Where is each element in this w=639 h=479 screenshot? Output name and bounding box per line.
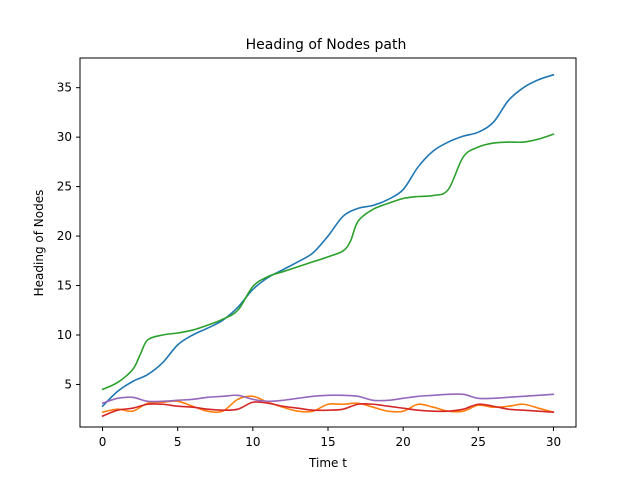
x-axis-ticks: 0 5 10 15 20 25 30 (99, 427, 561, 449)
y-tick-label: 20 (57, 229, 72, 243)
series-line-4 (101, 401, 555, 417)
chart-title: Heading of Nodes path (246, 37, 407, 53)
y-axis-label: Heading of Nodes (32, 190, 46, 297)
y-tick-label: 25 (57, 180, 72, 194)
x-tick-label: 15 (320, 435, 335, 449)
x-tick-label: 20 (396, 435, 411, 449)
x-tick-label: 5 (174, 435, 182, 449)
y-tick-label: 35 (57, 81, 72, 95)
series-line-5 (101, 393, 555, 405)
plot-area-frame (79, 57, 577, 428)
series-line-2 (101, 395, 555, 414)
series-line-3 (101, 133, 555, 391)
y-tick-label: 30 (57, 130, 72, 144)
plot-series-group (101, 74, 555, 417)
y-tick-label: 5 (64, 377, 72, 391)
x-axis-label: Time t (308, 456, 347, 470)
x-tick-label: 25 (471, 435, 486, 449)
x-tick-label: 30 (546, 435, 561, 449)
y-tick-label: 10 (57, 328, 72, 342)
x-tick-label: 0 (99, 435, 107, 449)
y-tick-label: 15 (57, 279, 72, 293)
series-line-1 (101, 74, 555, 408)
x-tick-label: 10 (245, 435, 260, 449)
y-axis-ticks: 5 10 15 20 25 30 35 (57, 81, 80, 391)
